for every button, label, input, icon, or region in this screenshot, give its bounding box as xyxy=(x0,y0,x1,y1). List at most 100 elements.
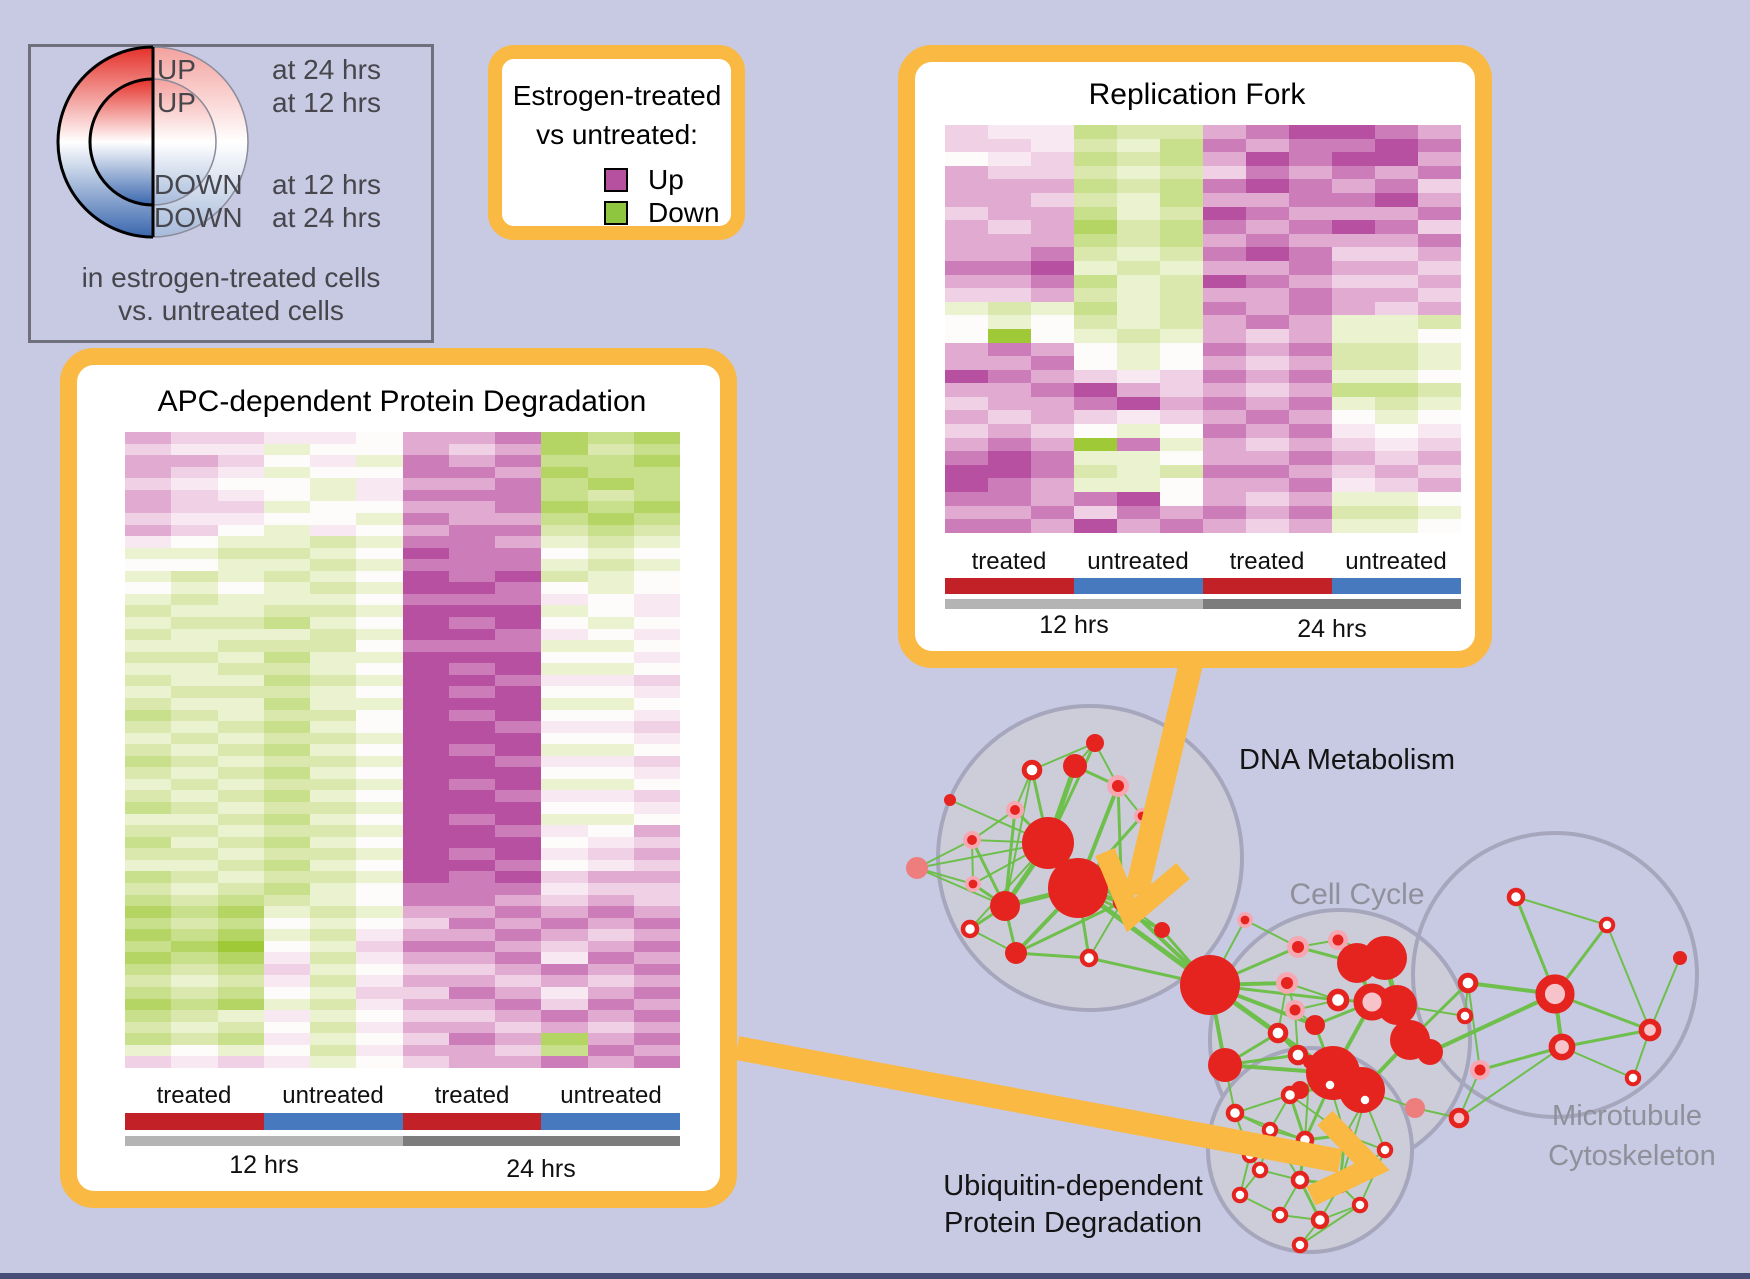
heatmap-cell xyxy=(587,744,634,756)
heatmap-cell xyxy=(1246,505,1289,520)
heatmap-row xyxy=(125,790,680,802)
heatmap-cell xyxy=(356,836,403,849)
gene-node-pink-halo-core xyxy=(1111,779,1125,793)
heatmap-cell xyxy=(310,674,357,687)
heatmap-cell xyxy=(125,1044,172,1057)
heatmap-cell xyxy=(587,674,634,687)
heatmap-cell xyxy=(633,871,680,883)
heatmap-cell xyxy=(448,709,495,722)
heatmap-cell xyxy=(1074,301,1117,316)
heatmap-row xyxy=(945,410,1461,425)
heatmap-cell xyxy=(356,906,403,918)
heatmap-cell xyxy=(541,755,588,768)
heatmap-cell xyxy=(1246,165,1289,180)
heatmap-cell xyxy=(587,512,634,525)
heatmap-cell xyxy=(263,455,310,467)
heatmap-cell xyxy=(1031,301,1074,316)
heatmap-cell xyxy=(633,952,680,964)
heatmap-cell xyxy=(125,882,172,895)
heatmap-cell xyxy=(1332,138,1375,153)
gene-node-red xyxy=(1673,951,1687,965)
heatmap-cell xyxy=(125,640,172,652)
heatmap-cell xyxy=(1246,247,1289,261)
heatmap-cell xyxy=(448,1033,495,1045)
heatmap-cell xyxy=(633,1033,680,1045)
heatmap-cell xyxy=(587,1021,634,1034)
heatmap-cell xyxy=(495,906,542,918)
heatmap-cell xyxy=(356,871,403,883)
heatmap-cell xyxy=(1117,369,1160,384)
heatmap-cell xyxy=(1160,301,1203,316)
heatmap-cell xyxy=(402,559,449,571)
heatmap-cell xyxy=(263,489,310,502)
heatmap-cell xyxy=(541,478,588,490)
heatmap-cell xyxy=(945,424,988,438)
heatmap-cell xyxy=(541,466,588,479)
heatmap-cell xyxy=(171,432,218,444)
heatmap-cell xyxy=(1246,478,1289,493)
heatmap-cell xyxy=(310,524,357,537)
gene-node-white-ring xyxy=(1310,1210,1330,1230)
heatmap-cell xyxy=(988,437,1031,452)
heatmap-cell xyxy=(448,443,495,456)
heatmap-cell xyxy=(1203,451,1246,465)
gene-node-red xyxy=(1086,734,1104,752)
heatmap-cell xyxy=(495,466,542,479)
heatmap-cell xyxy=(633,651,680,664)
heatmap-cell xyxy=(171,721,218,733)
heatmap-cell xyxy=(402,697,449,710)
updown-label-up24: UP xyxy=(157,54,196,85)
heatmap-cell xyxy=(448,466,495,479)
heatmap-cell xyxy=(988,519,1031,533)
heatmap-cell xyxy=(310,940,357,953)
heatmap-cell xyxy=(1031,505,1074,520)
heatmap-cell xyxy=(356,963,403,976)
heatmap-cell xyxy=(356,1010,403,1022)
heatmap-cell xyxy=(356,744,403,756)
heatmap-cell xyxy=(1203,152,1246,166)
heatmap-cell xyxy=(1074,125,1117,139)
heatmap-cell xyxy=(495,536,542,548)
updown-legend-box xyxy=(28,44,434,343)
heatmap-cell xyxy=(125,570,172,583)
heatmap-cell xyxy=(1074,410,1117,425)
heatmap-cell xyxy=(171,443,218,456)
heatmap-cell xyxy=(495,1033,542,1045)
heatmap-cell xyxy=(217,721,264,733)
heatmap-cell xyxy=(1074,396,1117,411)
heatmap-row xyxy=(125,802,680,814)
heatmap-cell xyxy=(945,328,988,343)
heatmap-cell xyxy=(541,524,588,537)
heatmap-cell xyxy=(1031,396,1074,411)
heatmap-cell xyxy=(1203,247,1246,261)
heatmap-cell xyxy=(171,859,218,872)
heatmap-cell xyxy=(633,836,680,849)
heatmap-cell xyxy=(1117,152,1160,166)
heatmap-cell xyxy=(633,570,680,583)
heatmap-cell xyxy=(495,917,542,930)
heatmap-cell xyxy=(356,651,403,664)
heatmap-cell xyxy=(402,929,449,941)
heatmap-cell xyxy=(1289,410,1332,425)
heatmap-cell xyxy=(125,686,172,698)
heatmap-cell xyxy=(633,755,680,768)
heatmap-cell xyxy=(171,1033,218,1045)
heatmap-cell xyxy=(633,825,680,837)
heatmap-cell xyxy=(402,663,449,675)
heatmap-cell xyxy=(1074,464,1117,479)
heatmap-cell xyxy=(125,721,172,733)
heatmap-cell xyxy=(402,628,449,641)
heatmap-cell xyxy=(125,536,172,548)
heatmap-cell xyxy=(402,998,449,1011)
heatmap-cell xyxy=(1375,328,1418,343)
heatmap-row xyxy=(125,593,680,606)
heatmap-cell xyxy=(263,628,310,641)
heatmap-cell xyxy=(1289,220,1332,234)
heatmap-cell xyxy=(310,570,357,583)
heatmap-cell xyxy=(448,547,495,560)
network-edge xyxy=(1560,1028,1652,1049)
heatmap-cell xyxy=(1160,383,1203,397)
heatmap-cell xyxy=(448,906,495,918)
heatmap-cell xyxy=(1289,152,1332,166)
heatmap-row xyxy=(125,697,680,710)
